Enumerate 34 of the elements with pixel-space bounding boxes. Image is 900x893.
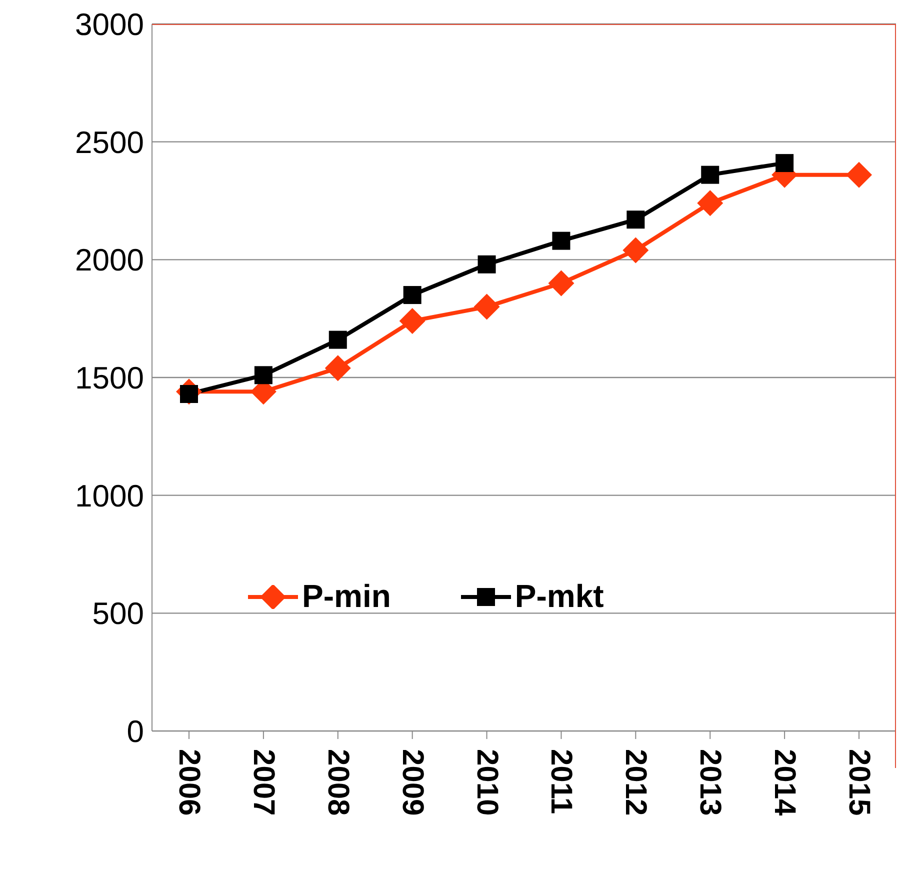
- y-tick-label: 500: [92, 596, 144, 632]
- point: [548, 270, 574, 296]
- y-tick-label: 2000: [75, 242, 144, 278]
- point: [328, 330, 347, 349]
- point: [399, 308, 426, 334]
- x-tick-label: 2014: [768, 749, 802, 816]
- y-tick-label: 3000: [75, 7, 144, 42]
- point: [622, 237, 649, 264]
- point: [701, 166, 720, 184]
- x-tick-label: 2006: [172, 749, 206, 816]
- x-tick-label: 2009: [396, 749, 429, 816]
- point: [324, 355, 351, 382]
- x-tick-label: 2010: [470, 749, 504, 816]
- point: [254, 366, 272, 384]
- legend-label: P-mkt: [514, 578, 604, 615]
- point: [776, 154, 794, 172]
- x-tick-label: 2015: [842, 749, 876, 816]
- point: [478, 255, 496, 274]
- x-tick-label: 2011: [544, 749, 578, 814]
- x-tick-label: 2012: [619, 749, 652, 816]
- x-tick-label: 2013: [694, 749, 727, 816]
- y-tick-label: 2500: [75, 124, 144, 160]
- y-tick-label: 0: [126, 714, 144, 750]
- point: [474, 294, 500, 320]
- x-tick-label: 2007: [246, 749, 280, 816]
- y-tick-label: 1000: [75, 478, 144, 514]
- point: [552, 232, 570, 250]
- x-tick-label: 2008: [321, 749, 354, 816]
- legend-label: P-min: [302, 578, 391, 615]
- point: [626, 210, 645, 229]
- point: [846, 162, 872, 188]
- y-tick-label: 1500: [75, 360, 144, 396]
- point: [697, 190, 724, 216]
- point: [403, 286, 422, 304]
